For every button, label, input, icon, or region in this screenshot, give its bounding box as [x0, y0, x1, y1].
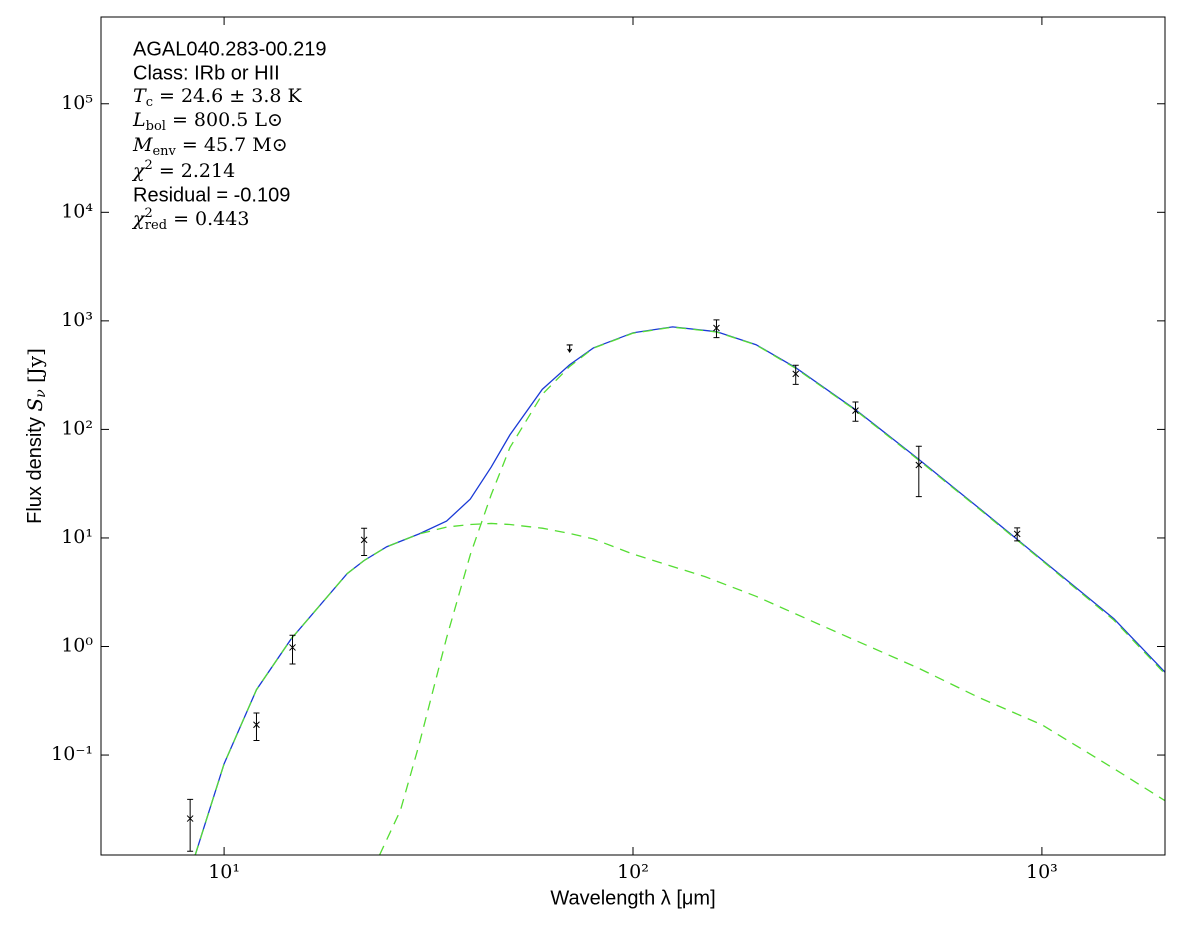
error-bar	[361, 527, 368, 556]
annotation-subscript: red	[145, 218, 167, 233]
error-bar	[253, 712, 260, 742]
annotation-symbol: χ	[131, 208, 146, 230]
annotation-symbol: T	[133, 85, 147, 107]
annotation-value: = 45.7 M⊙	[176, 134, 288, 156]
error-bar	[915, 445, 922, 498]
data-point	[186, 815, 194, 822]
annotation-subscript: c	[146, 95, 153, 110]
annotation: Lbol = 800.5 L⊙	[132, 109, 283, 134]
data-point	[915, 461, 923, 469]
y-tick-label: 10⁵	[61, 92, 93, 114]
y-axis-label: Flux density Sν [Jy]	[23, 348, 50, 524]
x-tick-label: 10¹	[208, 861, 240, 883]
data-point	[1013, 530, 1021, 538]
y-tick-label: 10²	[61, 417, 93, 439]
plot-frame	[100, 16, 1166, 856]
annotation: Menv = 45.7 M⊙	[132, 134, 288, 159]
plot-area	[186, 319, 1165, 855]
data-point	[792, 370, 800, 378]
annotation-subscript: env	[152, 144, 176, 159]
y-label-text: Flux density	[24, 412, 46, 524]
y-label-symbol: S	[23, 398, 47, 412]
y-tick-label: 10⁻¹	[51, 743, 93, 765]
data-point	[253, 721, 260, 729]
model-curve	[378, 326, 1165, 855]
x-axis-label: Wavelength λ [μm]	[550, 887, 715, 909]
annotation-value: = 0.443	[167, 208, 249, 230]
error-bar	[713, 319, 720, 339]
data-point	[289, 644, 296, 651]
annotation: Tc = 24.6 ± 3.8 K	[133, 85, 303, 110]
annotation: Class: IRb or HII	[133, 62, 280, 84]
upper-limit-marker	[566, 344, 573, 354]
annotation: χ2 = 2.214	[131, 158, 235, 183]
annotation-value: = 800.5 L⊙	[166, 109, 283, 131]
error-bar	[852, 401, 859, 422]
data-point	[713, 324, 720, 332]
annotation: AGAL040.283-00.219	[133, 38, 327, 60]
y-tick-label: 10³	[61, 309, 93, 331]
annotation-symbol: χ	[131, 160, 146, 182]
data-point	[360, 536, 368, 544]
error-bar	[792, 364, 799, 385]
y-tick-label: 10⁴	[61, 200, 93, 222]
annotation-value: = 24.6 ± 3.8 K	[153, 85, 303, 107]
annotation: χ2 red = 0.443	[131, 206, 249, 233]
y-label-subscript: ν	[33, 389, 49, 398]
annotation-superscript: 2	[145, 206, 153, 221]
error-bar	[187, 798, 194, 852]
y-tick-label: 10⁰	[61, 635, 93, 657]
annotation-symbol: L	[132, 109, 146, 131]
model-curve	[194, 522, 1165, 855]
y-tick-label: 10¹	[61, 526, 93, 548]
y-label-unit: [Jy]	[23, 348, 47, 389]
annotation-subscript: bol	[146, 119, 166, 134]
x-tick-label: 10³	[1026, 861, 1058, 883]
annotation-superscript: 2	[145, 158, 153, 173]
annotation-symbol: M	[132, 134, 153, 156]
error-bar	[289, 634, 296, 665]
x-tick-label: 10²	[617, 861, 649, 883]
annotation: Residual = -0.109	[133, 184, 290, 206]
data-point	[852, 407, 859, 414]
annotation-value: = 2.214	[153, 160, 235, 182]
